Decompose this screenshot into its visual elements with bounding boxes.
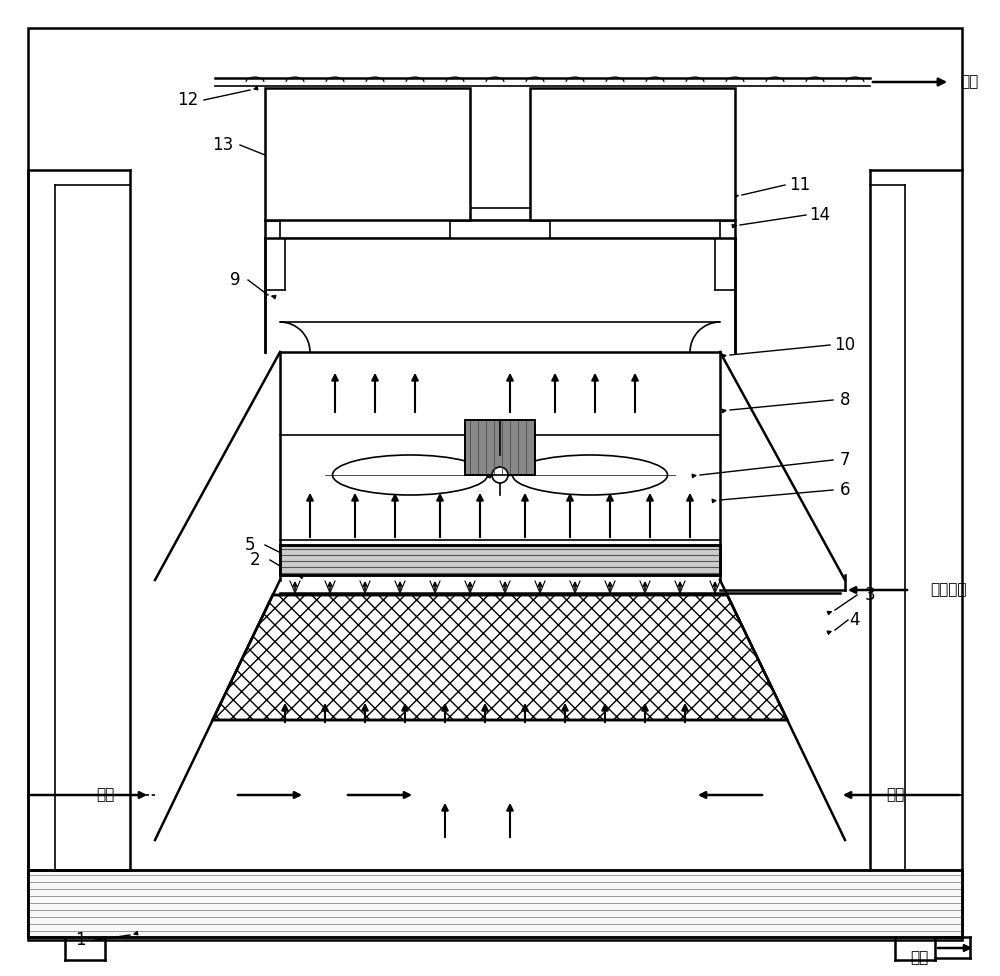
Bar [550, 220, 720, 238]
Text: 6: 6 [840, 481, 850, 499]
Text: 5: 5 [245, 536, 255, 554]
Text: 9: 9 [230, 271, 240, 289]
Text: 2: 2 [250, 551, 260, 569]
Bar [465, 420, 535, 475]
Bar [465, 420, 535, 475]
Text: 冷水: 冷水 [910, 951, 928, 965]
Text: 8: 8 [840, 391, 850, 409]
Circle shape [492, 467, 508, 483]
Bar [265, 88, 470, 220]
Bar [280, 220, 450, 238]
Text: 10: 10 [834, 336, 856, 354]
Bar [28, 870, 962, 937]
Bar [265, 220, 735, 238]
Text: 3: 3 [865, 586, 875, 604]
Text: 空气: 空气 [886, 788, 904, 802]
Text: 12: 12 [177, 91, 199, 109]
Bar [28, 870, 962, 937]
Ellipse shape [512, 455, 668, 495]
Ellipse shape [332, 455, 488, 495]
Bar [460, 208, 540, 220]
Text: 11: 11 [789, 176, 811, 194]
Text: 7: 7 [840, 451, 850, 469]
Text: 1: 1 [75, 931, 85, 949]
Text: 4: 4 [850, 611, 860, 629]
Text: 空气: 空气 [96, 788, 114, 802]
Bar [280, 545, 720, 575]
Text: 冷风: 冷风 [960, 74, 978, 90]
Bar [530, 88, 735, 220]
Polygon shape [213, 595, 787, 720]
Text: 14: 14 [809, 206, 831, 224]
Text: 13: 13 [212, 136, 234, 154]
Bar [280, 545, 720, 575]
Text: 工艺热水: 工艺热水 [930, 583, 966, 597]
